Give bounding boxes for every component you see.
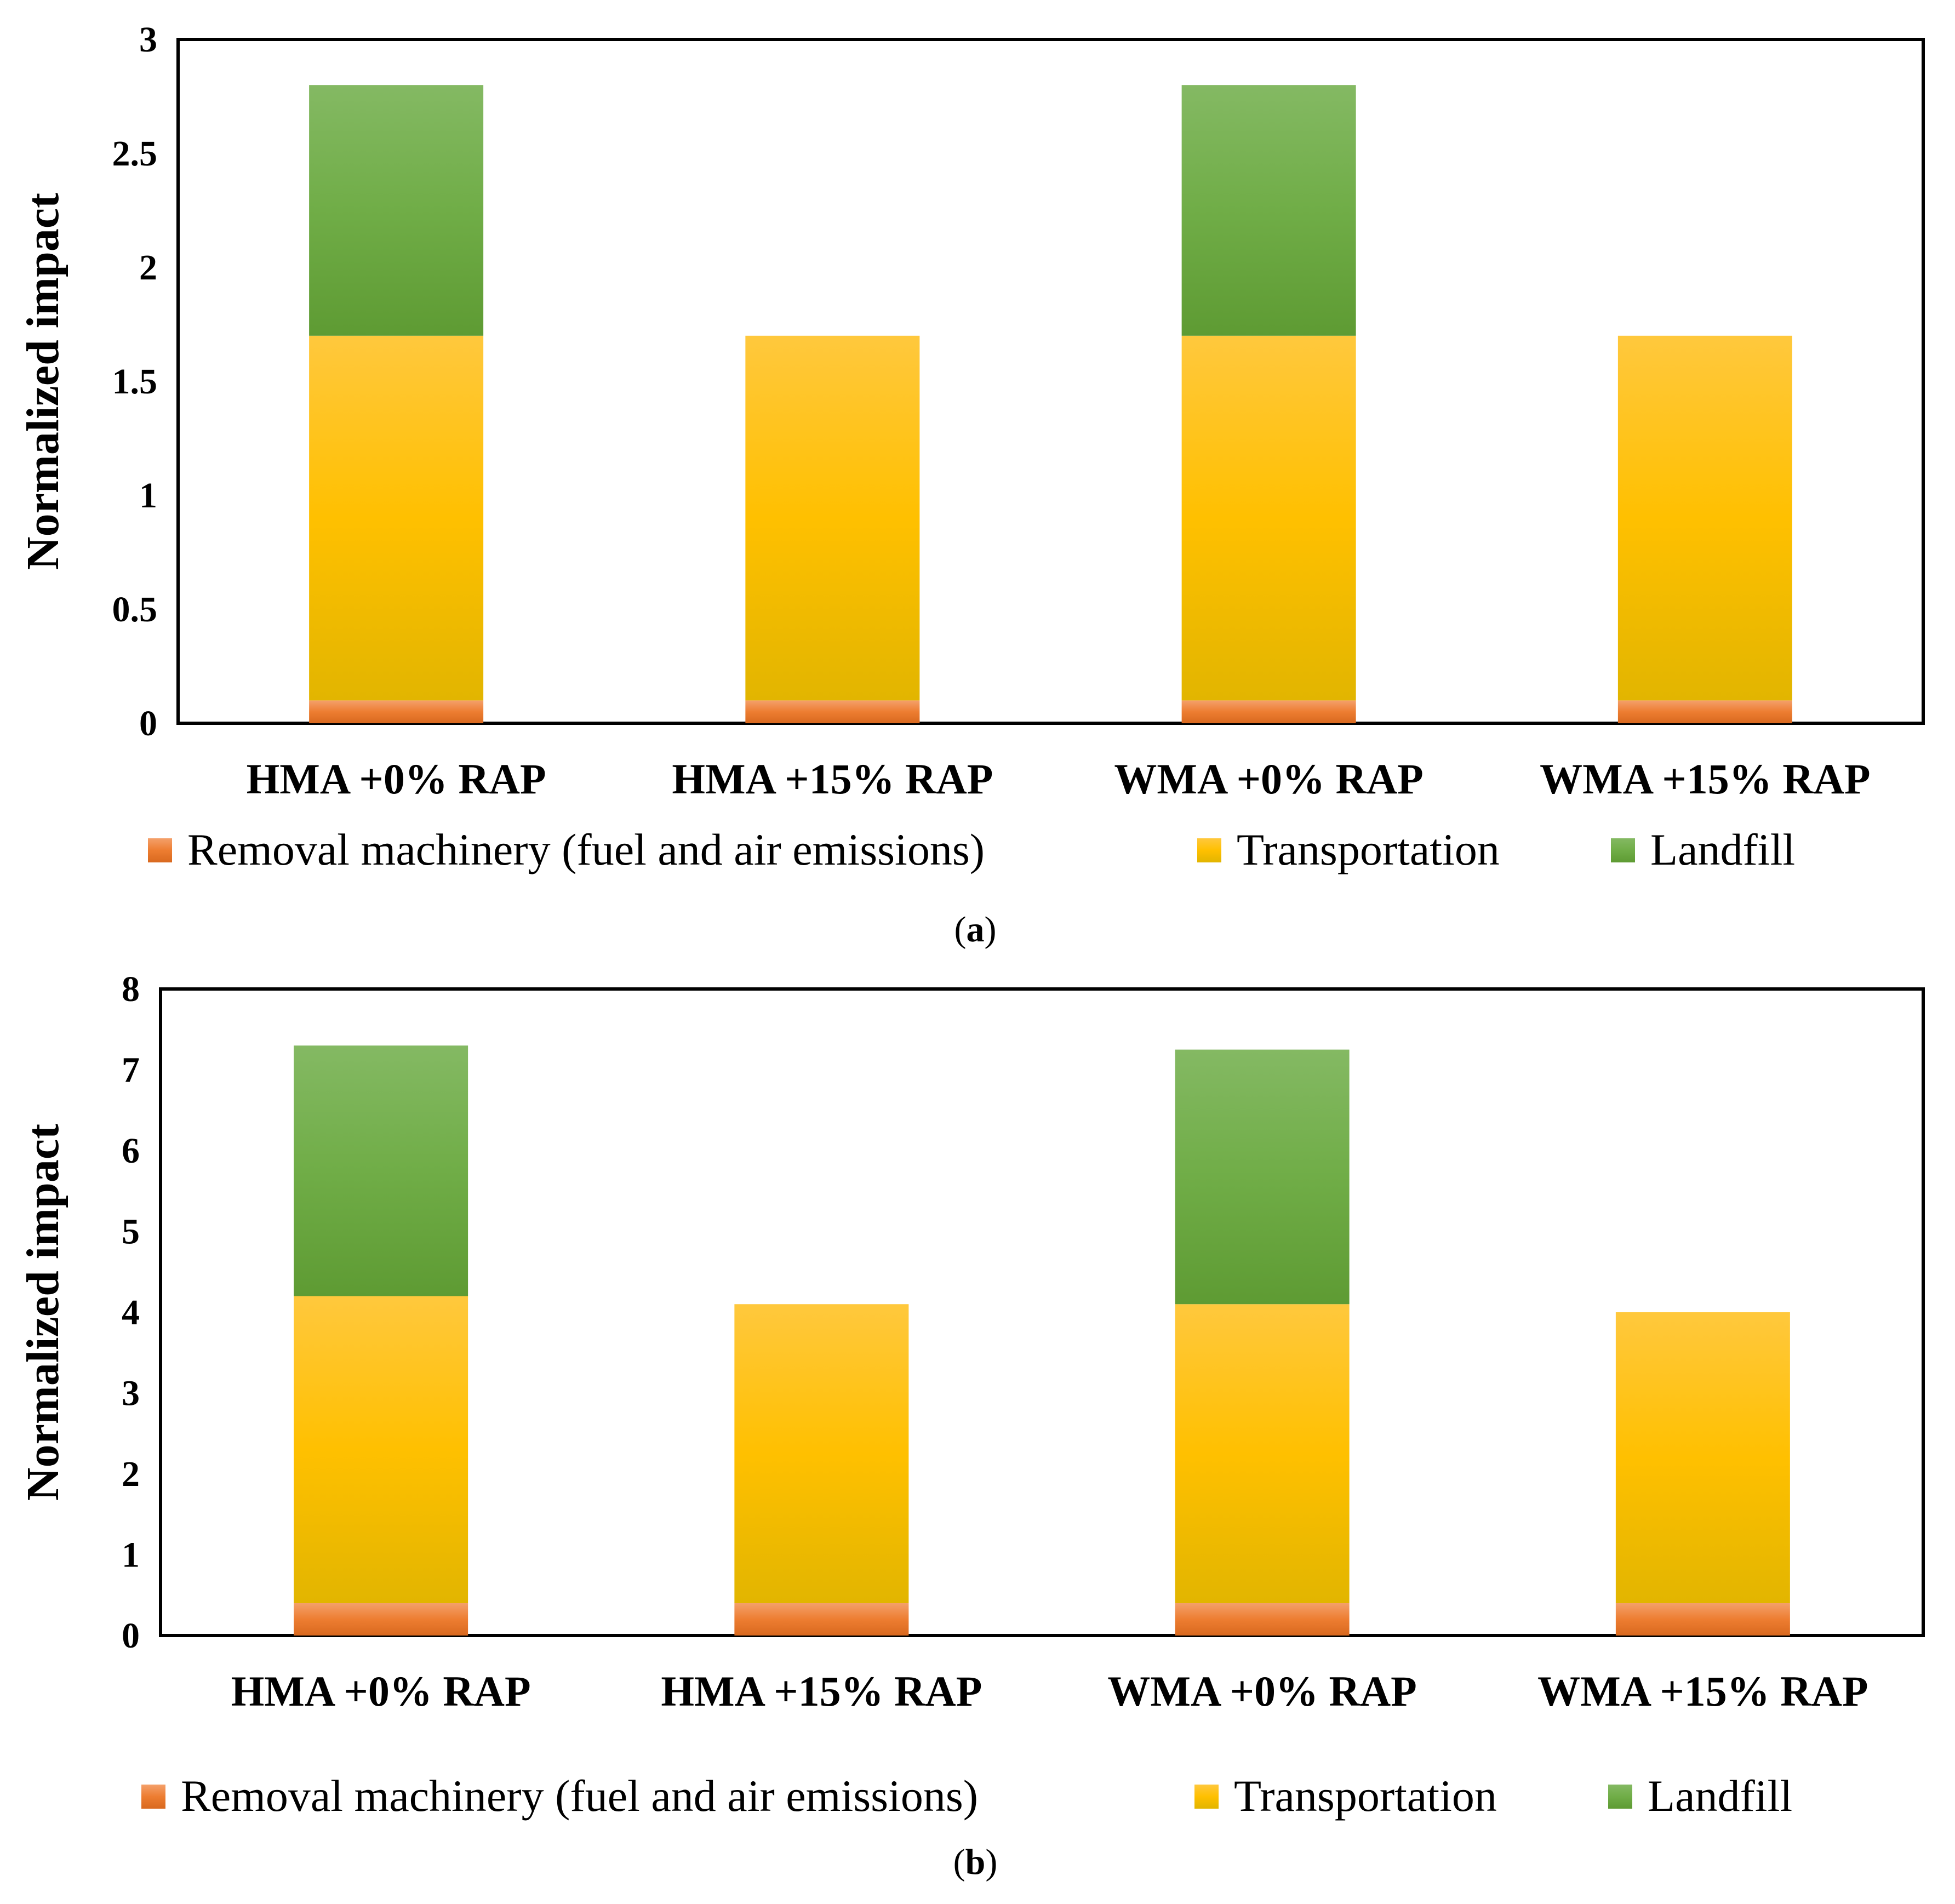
legend-label-removal-machinery-fuel-and-air-emissions: Removal machinery (fuel and air emission… (187, 825, 985, 874)
y-tick-label: 3 (139, 20, 157, 60)
plot-frame (159, 987, 1925, 1637)
y-tick-label: 6 (122, 1131, 140, 1171)
bar-removal-machinery-fuel-and-air-emissions-hma-0-rap (309, 700, 484, 723)
y-tick-label: 2 (122, 1454, 140, 1494)
bar-removal-machinery-fuel-and-air-emissions-wma-15-rap (1615, 1603, 1790, 1636)
bar-removal-machinery-fuel-and-air-emissions-hma-0-rap (294, 1603, 468, 1636)
bar-removal-machinery-fuel-and-air-emissions-hma-15-rap (734, 1603, 909, 1636)
bar-landfill-wma-0-rap (1175, 1049, 1350, 1305)
y-tick-label: 0 (139, 704, 157, 744)
x-tick-label: HMA +0% RAP (231, 1667, 531, 1715)
y-tick-label: 0.5 (112, 590, 158, 630)
x-tick-label: WMA +15% RAP (1540, 755, 1870, 803)
y-tick-label: 2.5 (112, 134, 158, 174)
bar-transportation-wma-15-rap (1615, 1312, 1790, 1603)
y-tick-label: 1.5 (112, 362, 158, 402)
legend-label-transportation: Transportation (1237, 825, 1500, 874)
bar-transportation-hma-0-rap (309, 335, 484, 701)
x-tick-label: WMA +15% RAP (1537, 1667, 1868, 1715)
bar-transportation-wma-0-rap (1181, 335, 1356, 701)
bar-transportation-hma-0-rap (294, 1296, 468, 1603)
bar-transportation-wma-15-rap (1617, 335, 1792, 701)
legend-label-transportation: Transportation (1234, 1771, 1497, 1821)
chart-a: 0 0.5 1 1.5 2 2.5 3 Normalized impact HMA +0% RA… (18, 20, 1925, 950)
bar-transportation-hma-15-rap (745, 335, 920, 701)
chart-b: 0 1 2 3 4 5 6 7 8 Normalized impact HMA +0% RAP HMA… (18, 969, 1925, 1882)
x-tick-label: HMA +15% RAP (672, 755, 993, 803)
legend-swatch-removal-machinery-fuel-and-air-emissions (141, 1785, 165, 1809)
legend-swatch-transportation (1194, 1785, 1219, 1809)
bar-removal-machinery-fuel-and-air-emissions-hma-15-rap (745, 700, 920, 723)
legend-label-landfill: Landfill (1650, 825, 1795, 874)
bar-removal-machinery-fuel-and-air-emissions-wma-0-rap (1181, 700, 1356, 723)
bar-landfill-wma-0-rap (1181, 85, 1356, 336)
x-tick-label: HMA +0% RAP (247, 755, 546, 803)
bar-removal-machinery-fuel-and-air-emissions-wma-0-rap (1175, 1603, 1350, 1636)
y-tick-label: 7 (122, 1050, 140, 1090)
y-tick-label: 1 (139, 476, 157, 516)
x-tick-label: WMA +0% RAP (1107, 1667, 1416, 1715)
bar-landfill-hma-0-rap (309, 85, 484, 336)
bar-removal-machinery-fuel-and-air-emissions-wma-15-rap (1617, 700, 1792, 723)
y-tick-label: 5 (122, 1212, 140, 1252)
y-tick-label: 2 (139, 248, 157, 288)
legend-swatch-removal-machinery-fuel-and-air-emissions (148, 838, 172, 862)
plot-frame (176, 38, 1925, 725)
bar-transportation-wma-0-rap (1175, 1304, 1350, 1603)
legend-label-removal-machinery-fuel-and-air-emissions: Removal machinery (fuel and air emission… (181, 1771, 978, 1821)
y-tick-label: 4 (122, 1293, 140, 1333)
x-tick-label: WMA +0% RAP (1114, 755, 1423, 803)
panel-caption: (b) (953, 1842, 998, 1882)
x-tick-label: HMA +15% RAP (661, 1667, 982, 1715)
y-axis-label: Normalized impact (18, 193, 68, 570)
legend-swatch-landfill (1611, 838, 1635, 862)
legend-label-landfill: Landfill (1648, 1771, 1792, 1821)
y-tick-label: 0 (122, 1616, 140, 1656)
bar-transportation-hma-15-rap (734, 1304, 909, 1603)
y-tick-label: 3 (122, 1374, 140, 1414)
panel-caption: (a) (954, 910, 997, 950)
y-tick-label: 1 (122, 1535, 140, 1575)
y-axis-label: Normalized impact (18, 1124, 68, 1501)
legend-swatch-landfill (1608, 1785, 1632, 1809)
bar-landfill-hma-0-rap (294, 1045, 468, 1296)
y-tick-label: 8 (122, 969, 140, 1009)
legend-swatch-transportation (1197, 838, 1221, 862)
